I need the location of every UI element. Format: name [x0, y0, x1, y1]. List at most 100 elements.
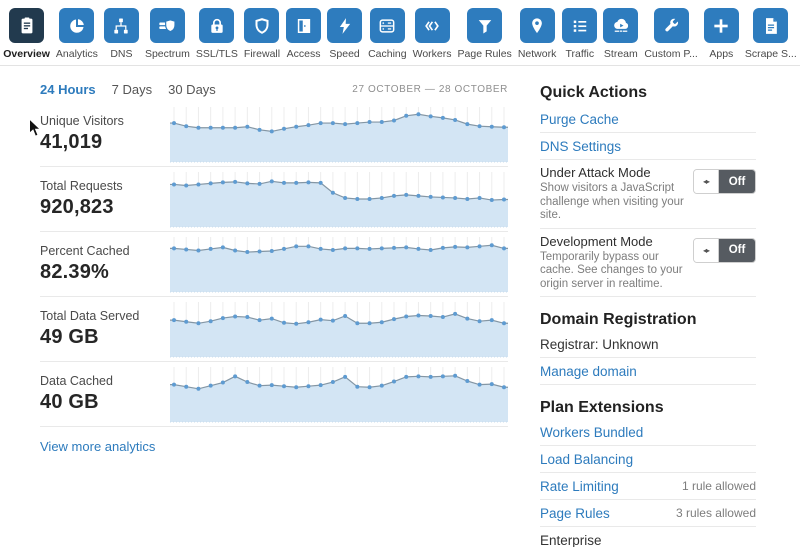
nav-label: Page Rules	[457, 48, 512, 60]
development-mode-toggle[interactable]: ◂▸ Off	[693, 237, 756, 263]
tab-24-hours[interactable]: 24 Hours	[40, 81, 96, 97]
range-row: 24 Hours 7 Days 30 Days 27 OCTOBER — 28 …	[40, 80, 508, 98]
total-data-served-chart[interactable]	[170, 301, 508, 358]
firewall-icon	[244, 8, 280, 43]
nav-item-page-rules[interactable]: Page Rules	[455, 8, 515, 60]
development-mode-desc: Temporarily bypass our cache. See change…	[540, 250, 683, 290]
traffic-icon	[562, 8, 598, 43]
dns-icon	[103, 8, 139, 43]
workers-bundled-link[interactable]: Workers Bundled	[540, 424, 644, 440]
nav-label: Analytics	[55, 48, 98, 60]
workers-bundled-row: Workers Bundled	[540, 419, 756, 446]
purge-cache-row: Purge Cache	[540, 106, 756, 133]
page-rules-icon	[467, 8, 503, 43]
row-note: 3 rules allowed	[675, 505, 756, 520]
nav-label: Spectrum	[144, 48, 190, 60]
development-mode-text: Development Mode Temporarily bypass our …	[540, 234, 693, 292]
nav-label: Scrape S...	[744, 48, 797, 60]
ssl-icon	[199, 8, 235, 43]
dns-settings-row: DNS Settings	[540, 133, 756, 160]
apps-icon	[703, 8, 739, 43]
nav-item-overview[interactable]: Overview	[0, 8, 53, 60]
nav-item-analytics[interactable]: Analytics	[53, 8, 101, 60]
under-attack-mode-title: Under Attack Mode	[540, 165, 651, 180]
domain-registration-heading: Domain Registration	[540, 311, 697, 328]
unique-visitors-chart[interactable]	[170, 106, 508, 163]
metric-meta: Data Cached 40 GB	[40, 374, 170, 414]
nav-label: DNS	[110, 48, 133, 60]
nav-item-speed[interactable]: Speed	[324, 8, 365, 60]
metric-row-percent-cached: Percent Cached 82.39%	[40, 232, 508, 297]
percent-cached-chart[interactable]	[170, 236, 508, 293]
data-cached-chart[interactable]	[170, 366, 508, 423]
purge-cache-link[interactable]: Purge Cache	[540, 111, 619, 127]
top-navigation: Overview Analytics DNS Spectrum SSL/TLS	[0, 0, 800, 66]
view-more-analytics-link[interactable]: View more analytics	[40, 439, 156, 454]
metric-row-unique-visitors: Unique Visitors 41,019	[40, 102, 508, 167]
nav-item-workers[interactable]: Workers	[410, 8, 455, 60]
nav-item-ssl[interactable]: SSL/TLS	[193, 8, 241, 60]
rate-limiting-link[interactable]: Rate Limiting	[540, 478, 619, 494]
manage-domain-link[interactable]: Manage domain	[540, 363, 637, 379]
total-requests-chart[interactable]	[170, 171, 508, 228]
metric-label: Total Data Served	[40, 309, 140, 323]
custom-pages-icon	[653, 8, 689, 43]
overview-icon	[9, 8, 45, 43]
nav-label: Workers	[412, 48, 452, 60]
metric-row-data-cached: Data Cached 40 GB	[40, 362, 508, 427]
nav-item-dns[interactable]: DNS	[101, 8, 142, 60]
workers-icon	[414, 8, 450, 43]
stream-icon	[603, 8, 639, 43]
metric-meta: Total Requests 920,823	[40, 179, 170, 219]
metric-label: Unique Visitors	[40, 114, 124, 128]
nav-label: SSL/TLS	[195, 48, 238, 60]
plan-extensions-heading: Plan Extensions	[540, 399, 664, 416]
enterprise-label: Enterprise	[540, 532, 602, 547]
spectrum-icon	[149, 8, 185, 43]
page-rules-link[interactable]: Page Rules	[540, 505, 610, 521]
enterprise-row: Enterprise	[540, 527, 756, 547]
development-mode-row: Development Mode Temporarily bypass our …	[540, 229, 756, 297]
metric-value: 41,019	[40, 131, 103, 153]
nav-item-custom-pages[interactable]: Custom P...	[641, 8, 701, 60]
network-icon	[519, 8, 555, 43]
nav-item-spectrum[interactable]: Spectrum	[142, 8, 193, 60]
under-attack-mode-toggle[interactable]: ◂▸ Off	[693, 169, 756, 194]
nav-label: Traffic	[565, 48, 595, 60]
dns-settings-link[interactable]: DNS Settings	[540, 138, 622, 154]
nav-label: Custom P...	[644, 48, 698, 60]
row-note: 1 rule allowed	[681, 478, 756, 493]
nav-item-caching[interactable]: Caching	[365, 8, 410, 60]
nav-label: Speed	[329, 48, 360, 60]
nav-item-traffic[interactable]: Traffic	[559, 8, 600, 60]
analytics-panel: 24 Hours 7 Days 30 Days 27 OCTOBER — 28 …	[40, 80, 508, 547]
load-balancing-link[interactable]: Load Balancing	[540, 451, 634, 467]
metric-value: 920,823	[40, 196, 114, 218]
quick-actions-heading: Quick Actions	[540, 84, 647, 101]
nav-item-access[interactable]: Access	[283, 8, 324, 60]
caching-icon	[369, 8, 405, 43]
speed-icon	[327, 8, 363, 43]
nav-item-scrape-shield[interactable]: Scrape S...	[742, 8, 800, 60]
registrar-value: Registrar: Unknown	[540, 336, 659, 352]
under-attack-mode-row: Under Attack Mode Show visitors a JavaSc…	[540, 160, 756, 229]
metric-row-total-requests: Total Requests 920,823	[40, 167, 508, 232]
under-attack-mode-desc: Show visitors a JavaScript challenge whe…	[540, 182, 684, 221]
nav-item-network[interactable]: Network	[515, 8, 560, 60]
nav-label: Firewall	[243, 48, 281, 60]
metric-meta: Total Data Served 49 GB	[40, 309, 170, 349]
nav-item-firewall[interactable]: Firewall	[241, 8, 283, 60]
load-balancing-row: Load Balancing	[540, 446, 756, 473]
tab-7-days[interactable]: 7 Days	[111, 81, 153, 97]
scrape-shield-icon	[753, 8, 789, 43]
metric-label: Data Cached	[40, 374, 113, 388]
tab-30-days[interactable]: 30 Days	[168, 81, 216, 97]
nav-label: Overview	[3, 48, 50, 60]
nav-item-stream[interactable]: Stream	[600, 8, 641, 60]
toggle-state-label: Off	[719, 170, 755, 193]
manage-domain-row: Manage domain	[540, 358, 756, 385]
nav-item-apps[interactable]: Apps	[701, 8, 742, 60]
metric-meta: Unique Visitors 41,019	[40, 114, 170, 154]
toggle-state-label: Off	[719, 238, 755, 262]
